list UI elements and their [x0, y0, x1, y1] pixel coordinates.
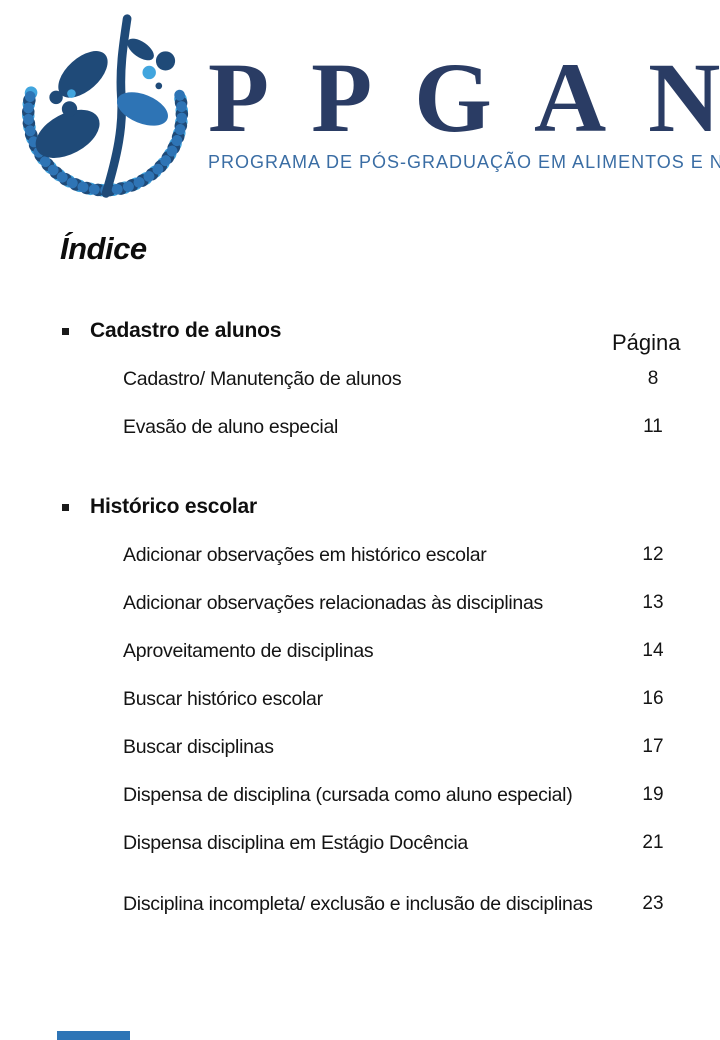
square-bullet-icon: [62, 327, 69, 335]
toc-section-heading: Histórico escolar: [0, 495, 720, 519]
page-column-header: Página: [612, 330, 681, 355]
toc-entry: Aproveitamento de disciplinas 14: [0, 639, 720, 663]
toc-entry-page-number: 8: [647, 368, 659, 389]
toc-entry-label: Buscar disciplinas: [123, 736, 274, 758]
toc-entry-page-number: 12: [642, 544, 664, 565]
toc-entry-label: Evasão de aluno especial: [123, 416, 339, 438]
toc-section-label: Cadastro de alunos: [90, 319, 282, 342]
square-bullet-icon: [62, 503, 69, 511]
toc-entry: Disciplina incompleta/ exclusão e inclus…: [0, 892, 720, 916]
toc-entry-page-number: 11: [643, 416, 663, 437]
toc-entry-label: Adicionar observações em histórico escol…: [123, 544, 487, 566]
toc-entry: Dispensa disciplina em Estágio Docência 2…: [0, 831, 720, 855]
toc-entry-label: Cadastro/ Manutenção de alunos: [123, 368, 402, 390]
toc-entry: Adicionar observações em histórico escol…: [0, 543, 720, 567]
toc-entry: Dispensa de disciplina (cursada como alu…: [0, 783, 720, 807]
footer-accent-bar: [57, 1031, 130, 1040]
toc-entry-page-number: 19: [642, 784, 664, 805]
toc-entry-page-number: 16: [642, 688, 664, 709]
logo-text: PPGAN PROGRAMA DE PÓS-GRADUAÇÃO EM ALIME…: [208, 0, 720, 173]
toc-entry-label: Dispensa de disciplina (cursada como alu…: [123, 784, 573, 806]
logo: PPGAN PROGRAMA DE PÓS-GRADUAÇÃO EM ALIME…: [0, 0, 720, 205]
toc-entry: Evasão de aluno especial 11: [0, 415, 720, 439]
toc: Cadastro de alunos Cadastro/ Manutenção d…: [0, 319, 720, 916]
toc-entry-page-number: 13: [642, 592, 664, 613]
toc-entry-label: Buscar histórico escolar: [123, 688, 323, 710]
toc-section-heading: Cadastro de alunos: [0, 319, 720, 343]
page-title: Índice: [60, 231, 147, 266]
ppgan-logo-mark-icon: [22, 14, 189, 198]
toc-entry-label: Dispensa disciplina em Estágio Docência: [123, 832, 468, 854]
toc-entry-page-number: 21: [642, 832, 664, 853]
toc-section-1: Cadastro de alunos Cadastro/ Manutenção d…: [0, 319, 720, 439]
toc-entry: Buscar histórico escolar 16: [0, 687, 720, 711]
toc-entry: Buscar disciplinas 17: [0, 735, 720, 759]
toc-entry: Adicionar observações relacionadas às di…: [0, 591, 720, 615]
toc-section-label: Histórico escolar: [90, 495, 257, 518]
logo-subtitle: PROGRAMA DE PÓS-GRADUAÇÃO EM ALIMENTOS E…: [208, 152, 720, 172]
toc-entry-label: Disciplina incompleta/ exclusão e inclus…: [123, 893, 593, 915]
toc-entry-page-number: 17: [642, 736, 664, 757]
toc-entry: Cadastro/ Manutenção de alunos 8: [0, 367, 720, 391]
toc-entry-page-number: 23: [642, 893, 664, 914]
toc-section-2: Histórico escolar Adicionar observações e…: [0, 495, 720, 916]
toc-entry-label: Adicionar observações relacionadas às di…: [123, 592, 543, 614]
toc-entry-page-number: 14: [642, 640, 664, 661]
logo-acronym: PPGAN: [208, 42, 720, 153]
toc-entry-label: Aproveitamento de disciplinas: [123, 640, 374, 662]
